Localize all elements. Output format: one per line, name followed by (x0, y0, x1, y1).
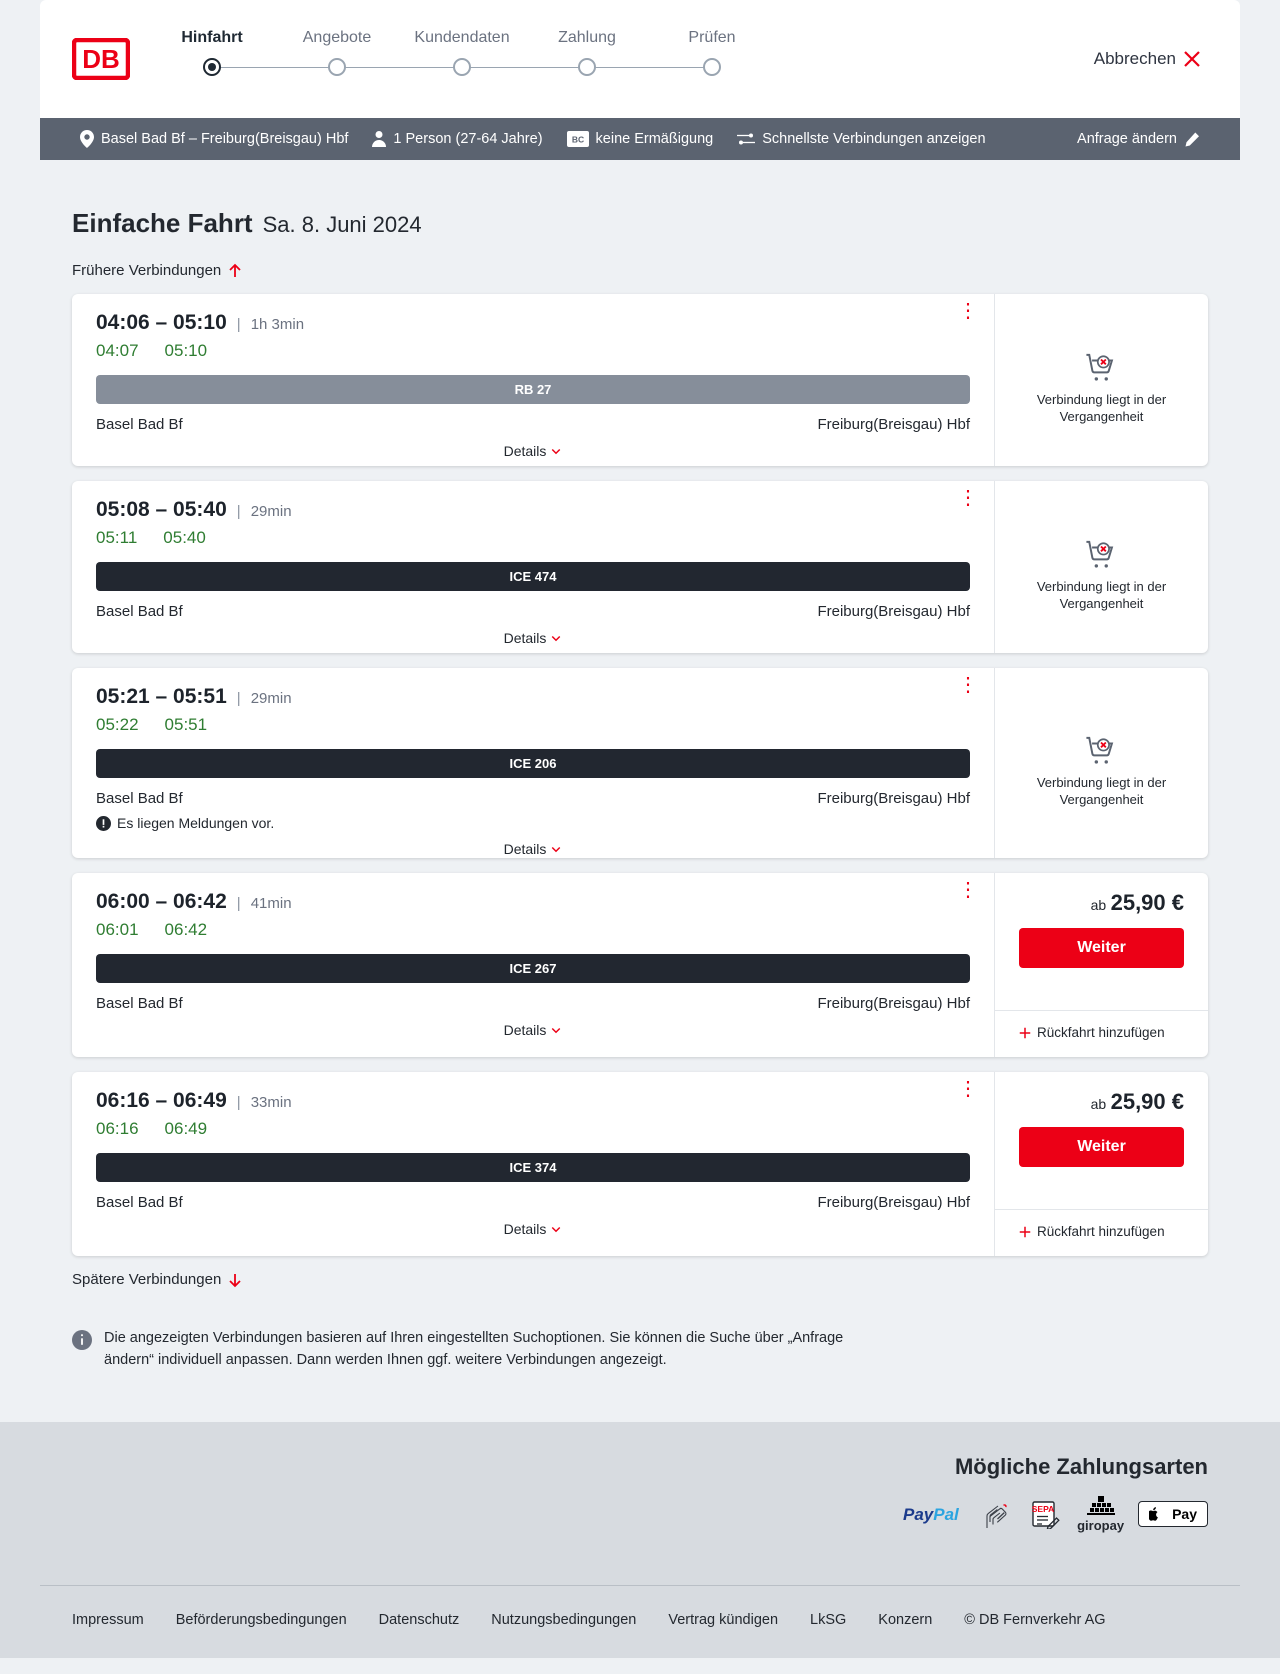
svg-text:PayPal: PayPal (903, 1505, 960, 1524)
svg-text:SEPA: SEPA (1032, 1504, 1055, 1514)
svg-text:BC: BC (571, 135, 583, 145)
svg-text:DB: DB (82, 44, 120, 74)
